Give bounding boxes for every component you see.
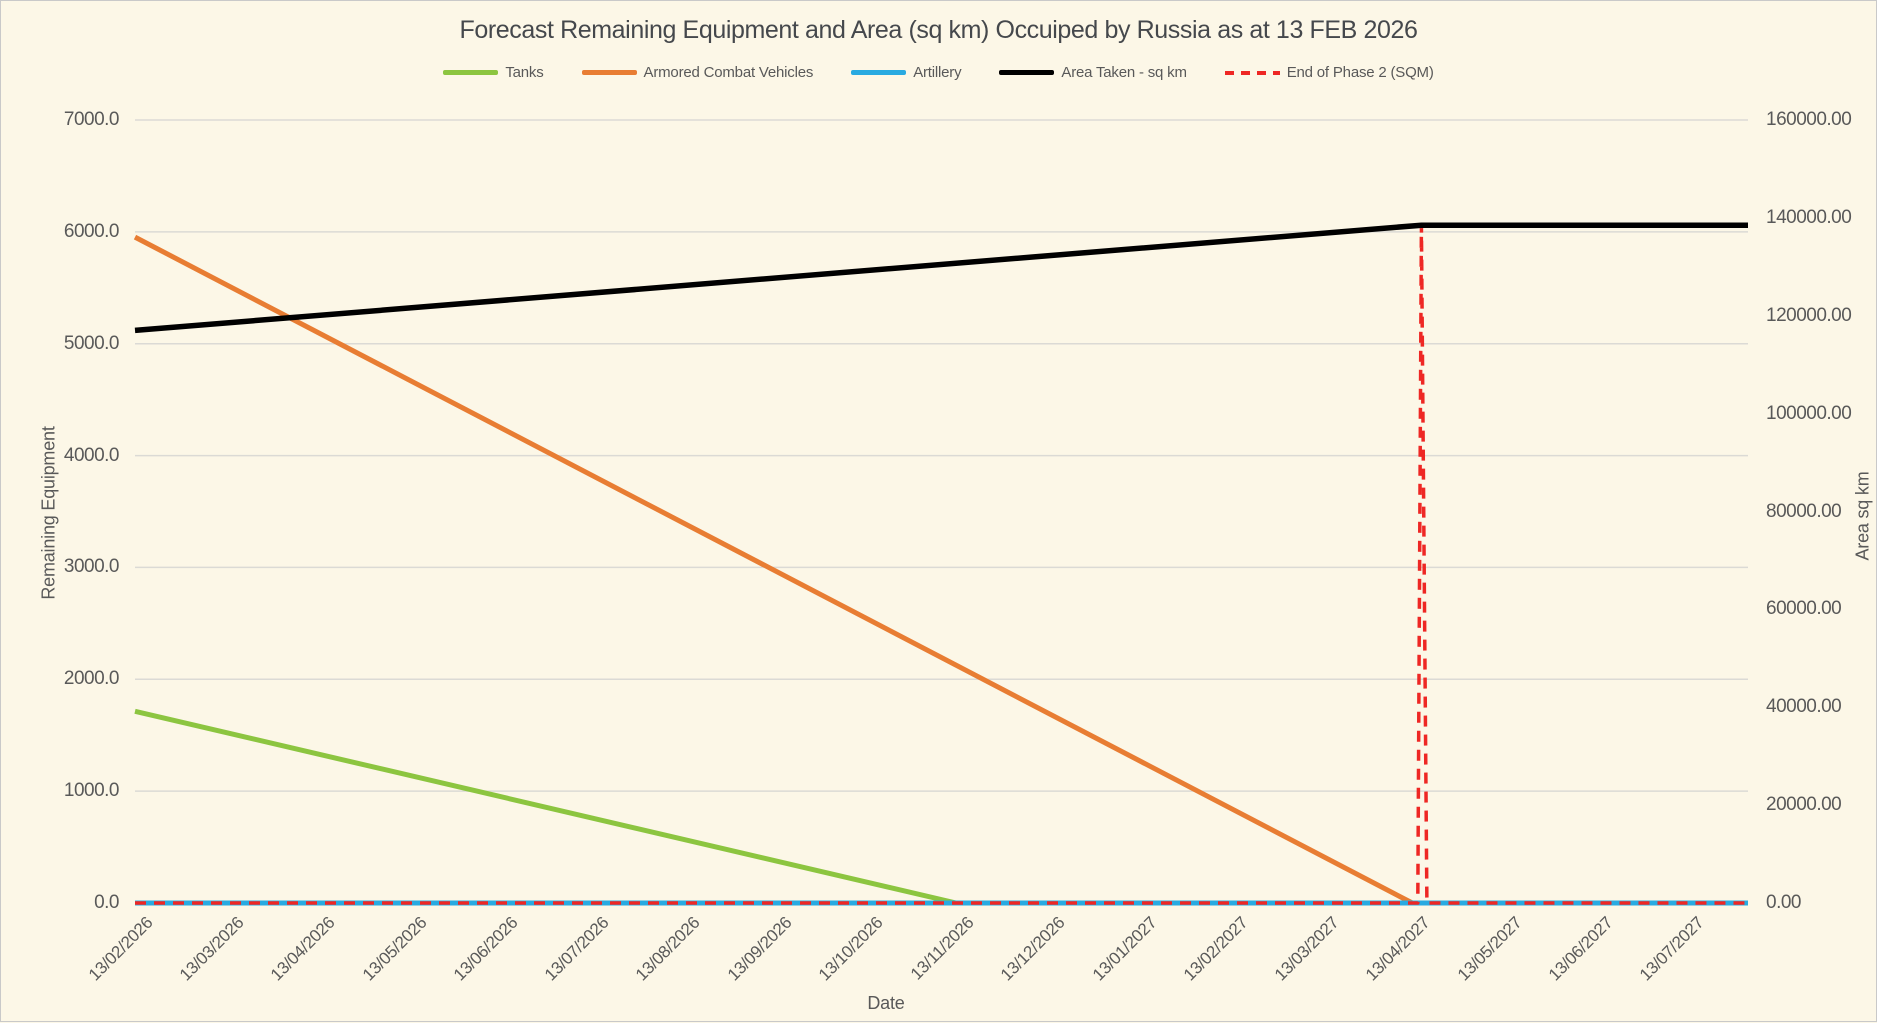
legend-item-tanks: Tanks bbox=[443, 64, 544, 81]
y-left-tick-label: 4000.0 bbox=[63, 444, 120, 466]
y-axis-title-left: Remaining Equipment bbox=[38, 426, 59, 600]
legend-item-area-taken-sq-km: Area Taken - sq km bbox=[999, 64, 1187, 81]
legend-item-end-of-phase-2-sqm: End of Phase 2 (SQM) bbox=[1224, 64, 1434, 81]
legend-swatch-area-taken-sq-km bbox=[999, 70, 1055, 75]
legend-label: Armored Combat Vehicles bbox=[643, 64, 814, 81]
legend-swatch-end-of-phase-2-sqm bbox=[1224, 70, 1280, 75]
y-left-tick-label: 0.0 bbox=[94, 892, 119, 913]
y-right-tick-label: 120000.00 bbox=[1766, 304, 1852, 326]
y-axis-title-right: Area sq km bbox=[1852, 471, 1873, 561]
legend-swatch-tanks bbox=[443, 70, 499, 75]
y-right-tick-label: 20000.00 bbox=[1766, 794, 1842, 816]
x-axis-title: Date bbox=[867, 993, 905, 1013]
y-left-tick-label: 7000.0 bbox=[63, 109, 120, 130]
legend-swatch-artillery bbox=[851, 70, 907, 75]
series-line-end-of-phase-2-sqm bbox=[135, 223, 1748, 905]
y-right-tick-label: 80000.00 bbox=[1766, 500, 1842, 522]
y-right-tick-label: 0.00 bbox=[1766, 892, 1801, 913]
y-right-tick-label: 140000.00 bbox=[1766, 206, 1852, 228]
y-right-tick-label: 160000.00 bbox=[1766, 109, 1852, 130]
chart-title: Forecast Remaining Equipment and Area (s… bbox=[459, 16, 1418, 44]
series-line-armored-combat-vehicles bbox=[133, 234, 1414, 906]
y-left-tick-label: 5000.0 bbox=[63, 332, 120, 354]
legend-label: Area Taken - sq km bbox=[1061, 64, 1187, 81]
y-left-tick-label: 6000.0 bbox=[63, 220, 120, 242]
series-line-tanks bbox=[134, 708, 957, 906]
y-right-tick-label: 100000.00 bbox=[1766, 402, 1852, 424]
y-right-tick-label: 40000.00 bbox=[1766, 696, 1842, 718]
y-left-tick-label: 2000.0 bbox=[63, 668, 120, 690]
y-right-tick-label: 60000.00 bbox=[1766, 598, 1842, 620]
chart-legend: Tanks Armored Combat Vehicles Artillery Are… bbox=[1, 64, 1876, 81]
y-left-tick-label: 1000.0 bbox=[63, 780, 120, 802]
legend-item-armored-combat-vehicles: Armored Combat Vehicles bbox=[581, 64, 814, 81]
y-left-tick-label: 3000.0 bbox=[63, 556, 120, 578]
legend-swatch-armored-combat-vehicles bbox=[581, 70, 637, 75]
legend-label: End of Phase 2 (SQM) bbox=[1286, 64, 1434, 81]
series-line-area-taken-sq-km bbox=[134, 222, 1748, 334]
legend-item-artillery: Artillery bbox=[851, 64, 962, 81]
legend-label: Artillery bbox=[913, 64, 962, 81]
legend-label: Tanks bbox=[505, 64, 544, 81]
